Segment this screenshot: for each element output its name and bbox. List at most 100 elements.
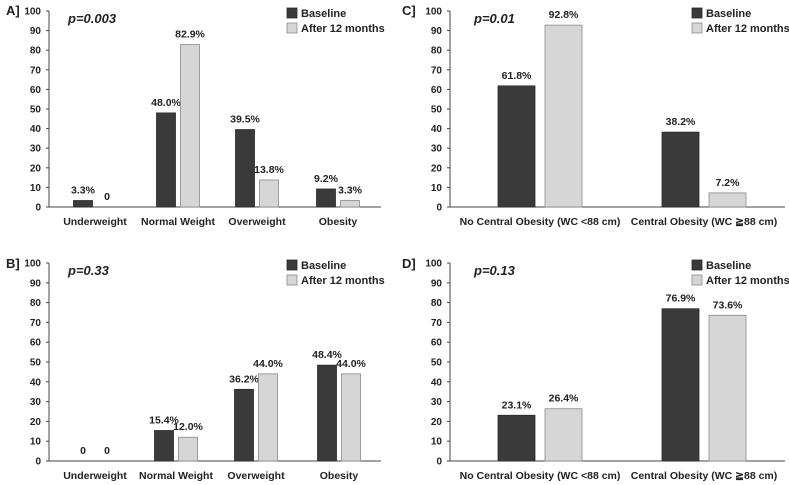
data-label: 61.8% [502,70,532,82]
legend-label: After 12 months [301,275,385,287]
legend-swatch-after-12-months [691,274,703,286]
data-label: 0 [80,445,86,457]
y-tick-label: 60 [30,338,42,349]
y-tick-label: 30 [30,397,42,408]
y-tick-label: 40 [30,377,42,388]
legend-swatch-after-12-months [691,22,703,34]
category-label: No Central Obesity (WC <88 cm) [460,470,621,482]
category-label: Overweight [228,216,286,228]
legend-swatch-after-12-months [286,22,298,34]
baseline-bar [73,200,93,208]
data-label: 44.0% [253,358,283,370]
data-label: 48.4% [312,349,342,361]
y-tick-label: 70 [431,318,443,329]
data-label: 0 [104,445,110,457]
y-tick-label: 10 [431,437,443,448]
after-12-months-bar [544,24,583,208]
legend-label: Baseline [301,8,346,20]
baseline-bar [156,112,176,208]
data-label: 23.1% [502,399,532,411]
data-label: 13.8% [254,164,284,176]
category-label: Underweight [63,216,127,228]
data-label: 12.0% [173,421,203,433]
after-12-months-bar [708,314,747,462]
y-tick-label: 0 [35,457,41,468]
panel-label: B] [6,256,20,271]
after-12-months-bar [259,179,279,208]
data-label: 76.9% [666,293,696,305]
p-value-annotation: p=0.33 [67,263,110,278]
panel-label: C] [402,3,416,18]
panel-label: A] [6,3,20,18]
baseline-bar [317,364,337,462]
panel-label: D] [402,256,416,271]
after-12-months-bar [258,373,278,462]
y-tick-label: 80 [431,46,443,57]
baseline-bar [497,414,536,462]
after-12-months-bar [340,200,360,208]
y-tick-label: 40 [30,124,42,135]
y-tick-label: 30 [431,397,443,408]
y-tick-label: 70 [431,65,443,76]
y-tick-label: 90 [30,278,42,289]
baseline-bar [497,85,536,208]
chart-panel-d: D] p=0.13 0 10 20 30 40 50 60 70 80 90 100 No Central… [402,256,789,482]
data-label: 3.3% [338,185,363,197]
after-12-months-bar [178,436,198,462]
baseline-bar [235,129,255,208]
y-tick-label: 10 [431,183,443,194]
y-tick-label: 30 [30,144,42,155]
category-label: Normal Weight [141,216,215,228]
y-tick-label: 60 [431,85,443,96]
y-tick-label: 60 [30,85,42,96]
y-tick-label: 0 [35,203,41,214]
y-tick-label: 90 [431,26,443,37]
y-tick-label: 90 [30,26,42,37]
after-12-months-bar [708,192,747,208]
category-label: No Central Obesity (WC <88 cm) [460,216,621,228]
data-label: 0 [104,191,110,203]
baseline-bar [661,308,700,462]
y-tick-label: 80 [431,298,443,309]
y-tick-label: 40 [431,377,443,388]
y-tick-label: 20 [431,163,443,174]
category-label: Central Obesity (WC ≧88 cm) [631,470,778,482]
legend-swatch-baseline [286,7,298,19]
y-tick-label: 70 [30,318,42,329]
y-tick-label: 50 [30,105,42,116]
data-label: 73.6% [713,299,743,311]
p-value-annotation: p=0.01 [473,11,515,26]
legend-label: After 12 months [706,23,789,35]
y-tick-label: 50 [30,358,42,369]
y-tick-label: 100 [24,259,41,270]
data-label: 48.0% [151,97,181,109]
baseline-bar [234,388,254,462]
y-tick-label: 0 [436,203,442,214]
y-tick-label: 50 [431,105,443,116]
after-12-months-bar [341,373,361,462]
baseline-bar [661,131,700,208]
y-tick-label: 20 [431,417,443,428]
after-12-months-bar [180,44,200,208]
y-tick-label: 100 [24,7,41,18]
y-tick-label: 60 [431,338,443,349]
y-tick-label: 80 [30,298,42,309]
after-12-months-bar [544,408,583,462]
y-tick-label: 10 [30,183,42,194]
legend-label: Baseline [706,8,751,20]
p-value-annotation: p=0.13 [473,263,516,278]
baseline-bar [154,430,174,462]
legend-swatch-baseline [286,259,298,271]
y-tick-label: 80 [30,46,42,57]
baseline-bar [316,188,336,208]
y-tick-label: 70 [30,65,42,76]
data-label: 15.4% [149,415,179,427]
data-label: 7.2% [716,177,741,189]
legend-swatch-baseline [691,259,703,271]
legend-label: After 12 months [706,275,789,287]
y-tick-label: 40 [431,124,443,135]
y-tick-label: 30 [431,144,443,155]
category-label: Central Obesity (WC ≧88 cm) [631,216,778,228]
legend-label: Baseline [301,260,346,272]
legend-swatch-baseline [691,7,703,19]
